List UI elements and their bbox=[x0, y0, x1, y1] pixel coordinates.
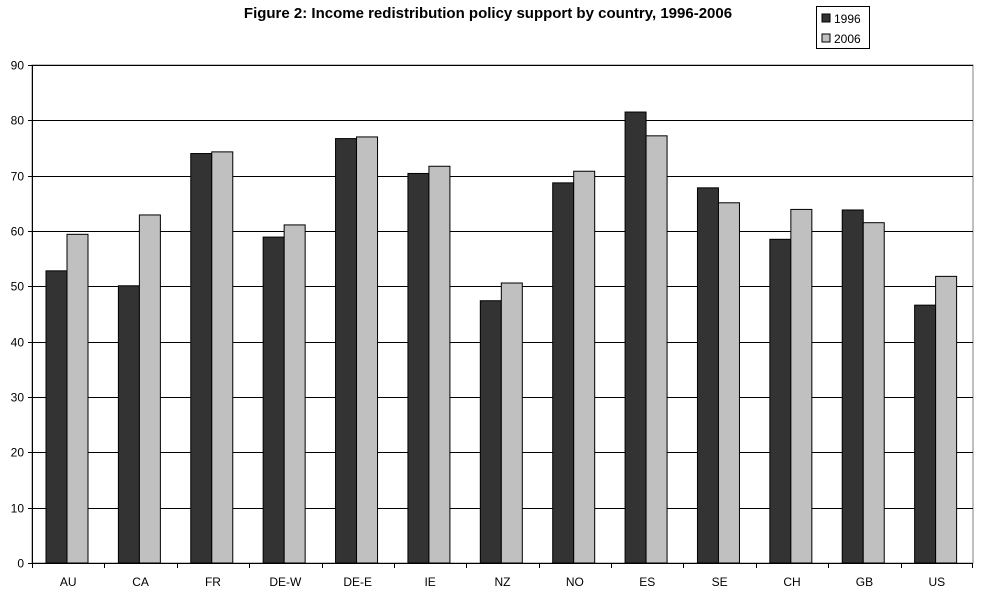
y-tick-label: 70 bbox=[11, 170, 25, 184]
bar-1996-NO bbox=[552, 182, 575, 564]
x-tick-label: AU bbox=[60, 575, 77, 589]
x-tick-label: DE-E bbox=[343, 575, 372, 589]
bar-1996-DE-W bbox=[262, 236, 285, 564]
bar-2006-IE bbox=[428, 165, 451, 564]
chart-title: Figure 2: Income redistribution policy s… bbox=[243, 5, 733, 22]
x-tick-label: ES bbox=[639, 575, 655, 589]
y-tick-label: 40 bbox=[11, 336, 25, 350]
bar-1996-US bbox=[914, 304, 937, 564]
bar-2006-DE-W bbox=[283, 224, 306, 564]
x-tick-label: NO bbox=[566, 575, 584, 589]
bar-1996-IE bbox=[407, 172, 430, 564]
legend-swatch-1996 bbox=[821, 13, 831, 23]
x-tick-label: SE bbox=[712, 575, 728, 589]
bar-2006-NZ bbox=[500, 282, 523, 564]
y-tick-label: 0 bbox=[17, 557, 24, 571]
bar-2006-FR bbox=[211, 151, 234, 564]
bar-2006-CA bbox=[138, 214, 161, 564]
x-tick-label: NZ bbox=[495, 575, 511, 589]
bar-1996-CA bbox=[117, 285, 140, 564]
y-tick-label: 80 bbox=[11, 114, 25, 128]
x-tick-label: CA bbox=[132, 575, 149, 589]
y-tick-label: 90 bbox=[11, 59, 25, 73]
bar-2006-SE bbox=[717, 202, 740, 564]
bar-1996-SE bbox=[696, 187, 719, 564]
bar-2006-US bbox=[935, 275, 958, 564]
y-tick-label: 20 bbox=[11, 446, 25, 460]
bar-1996-NZ bbox=[479, 300, 502, 564]
x-tick-label: GB bbox=[856, 575, 873, 589]
bar-1996-AU bbox=[45, 270, 68, 564]
bar-2006-ES bbox=[645, 135, 668, 564]
x-tick-label: CH bbox=[783, 575, 800, 589]
legend-label-1996: 1996 bbox=[834, 12, 861, 26]
bar-1996-FR bbox=[190, 153, 213, 564]
legend-label-2006: 2006 bbox=[834, 32, 861, 46]
y-tick-label: 30 bbox=[11, 391, 25, 405]
bar-2006-DE-E bbox=[356, 136, 379, 564]
bar-2006-CH bbox=[790, 208, 813, 564]
bar-1996-GB bbox=[841, 209, 864, 564]
bar-1996-DE-E bbox=[335, 138, 358, 564]
x-tick-label: IE bbox=[424, 575, 435, 589]
legend: 1996 2006 bbox=[816, 6, 870, 49]
y-tick-label: 50 bbox=[11, 280, 25, 294]
bar-1996-CH bbox=[769, 238, 792, 564]
y-tick-label: 60 bbox=[11, 225, 25, 239]
x-tick-label: US bbox=[928, 575, 945, 589]
bar-2006-GB bbox=[862, 222, 885, 564]
x-tick-label: FR bbox=[205, 575, 221, 589]
bar-1996-ES bbox=[624, 111, 647, 564]
bar-2006-AU bbox=[66, 233, 89, 564]
bars bbox=[45, 111, 958, 564]
y-tick-label: 10 bbox=[11, 502, 25, 516]
bar-2006-NO bbox=[573, 170, 596, 564]
x-tick-label: DE-W bbox=[269, 575, 302, 589]
legend-swatch-2006 bbox=[821, 33, 831, 43]
axes: 0 10 20 30 40 50 60 70 80 90 AU CA FR DE-W DE-E IE NZ NO E… bbox=[11, 59, 973, 589]
